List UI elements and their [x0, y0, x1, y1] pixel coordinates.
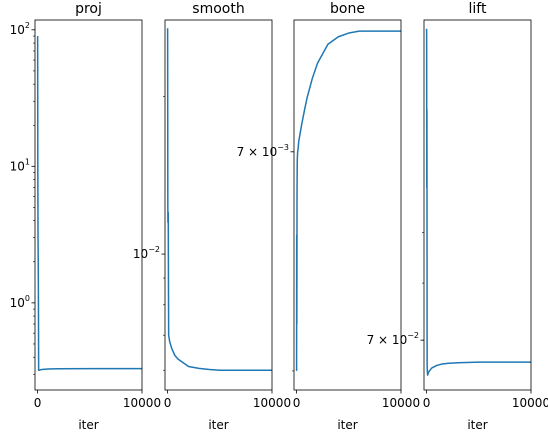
subplot-title: lift — [469, 1, 487, 17]
y-tick-label: 7 × 10−3 — [237, 143, 289, 159]
subplot-smooth: 10−2 0 10000 smooth iter — [133, 1, 291, 432]
subplot-title: proj — [75, 1, 102, 17]
x-axis-label: iter — [208, 418, 228, 432]
axes-frame — [164, 19, 273, 391]
series-line — [166, 28, 272, 371]
x-axis-label: iter — [467, 418, 487, 432]
x-tick-label: 0 — [293, 396, 301, 410]
x-tick-label: 0 — [34, 396, 42, 410]
subplot-proj: 100 101 102 0 10000 proj iter — [10, 1, 161, 432]
x-tick-label: 0 — [164, 396, 172, 410]
y-tick-label: 10−2 — [133, 245, 160, 261]
x-axis-label: iter — [337, 418, 357, 432]
axes-frame — [34, 19, 143, 391]
y-tick-label: 101 — [10, 157, 30, 173]
x-tick-label: 0 — [423, 396, 431, 410]
subplot-title: bone — [330, 1, 365, 17]
x-tick-label: 10000 — [382, 396, 420, 410]
axes-frame — [293, 19, 402, 391]
series-line — [36, 36, 142, 372]
y-tick-label: 7 × 10−2 — [367, 331, 419, 347]
axes-frame — [423, 19, 532, 391]
series-line — [295, 30, 401, 371]
x-tick-label: 10000 — [512, 396, 548, 410]
x-tick-label: 10000 — [123, 396, 161, 410]
y-tick-label: 102 — [10, 21, 30, 37]
y-tick-label: 100 — [10, 294, 30, 310]
x-axis-label: iter — [78, 418, 98, 432]
series-line — [425, 28, 531, 376]
subplot-title: smooth — [192, 1, 244, 17]
x-tick-label: 10000 — [253, 396, 291, 410]
